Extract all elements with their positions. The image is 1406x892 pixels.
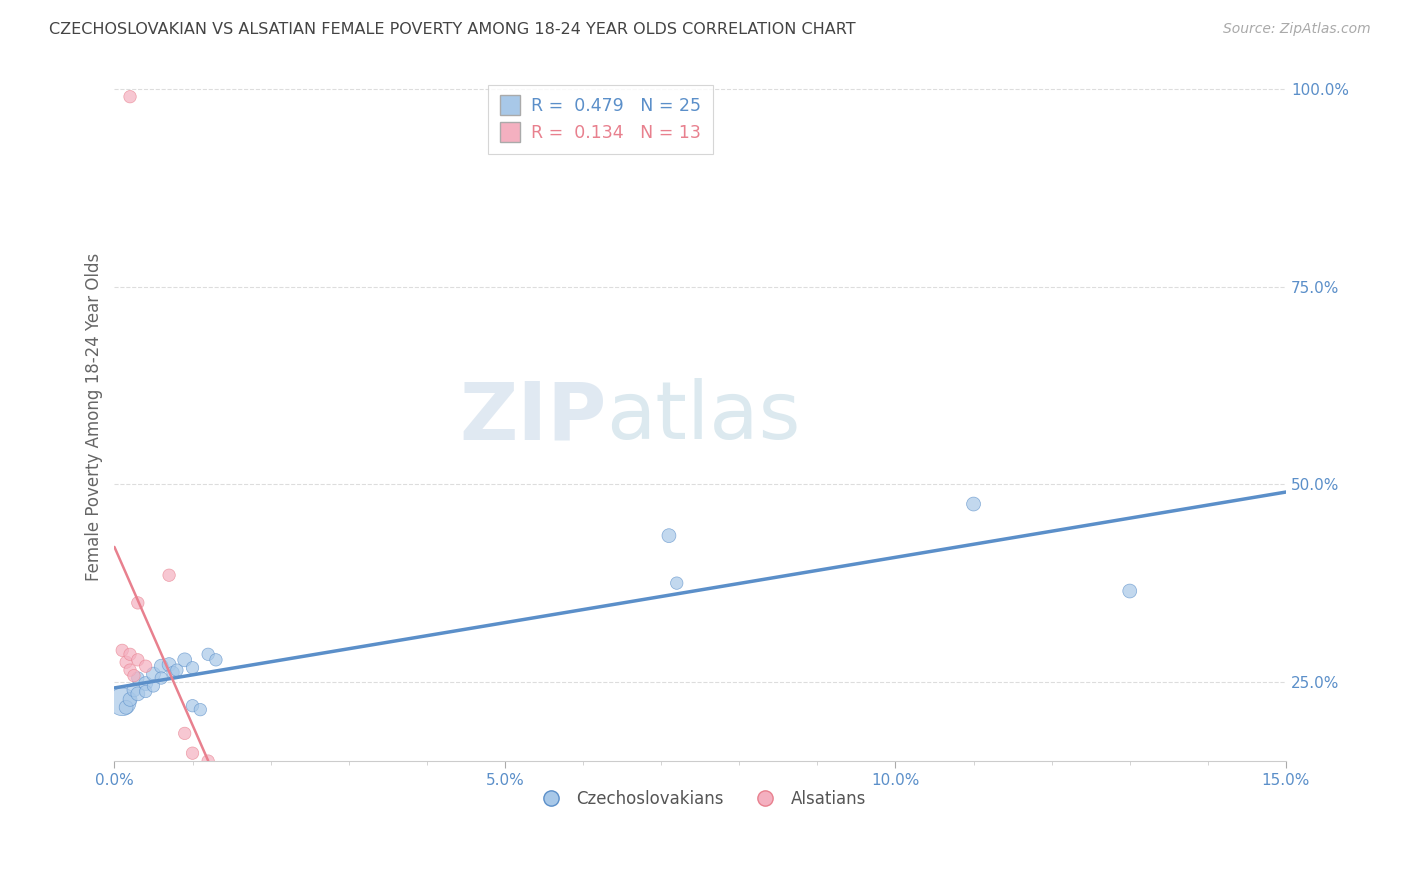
Point xyxy=(181,698,204,713)
Text: CZECHOSLOVAKIAN VS ALSATIAN FEMALE POVERTY AMONG 18-24 YEAR OLDS CORRELATION CHA: CZECHOSLOVAKIAN VS ALSATIAN FEMALE POVER… xyxy=(49,22,856,37)
Point xyxy=(111,695,134,709)
Point xyxy=(122,682,145,697)
Point xyxy=(127,596,149,610)
Point xyxy=(162,665,184,680)
Point xyxy=(962,497,984,511)
Point xyxy=(135,684,157,698)
Point xyxy=(157,568,180,582)
Point xyxy=(127,671,149,685)
Point xyxy=(665,576,688,591)
Point xyxy=(127,687,149,701)
Point xyxy=(173,653,195,667)
Point xyxy=(181,746,204,760)
Point xyxy=(181,661,204,675)
Point xyxy=(142,679,165,693)
Point xyxy=(658,529,681,543)
Point xyxy=(118,692,141,706)
Text: atlas: atlas xyxy=(606,378,801,456)
Point xyxy=(188,703,211,717)
Point xyxy=(127,653,149,667)
Point xyxy=(115,655,138,669)
Point xyxy=(166,663,188,677)
Point xyxy=(135,659,157,673)
Point xyxy=(135,676,157,690)
Point xyxy=(173,726,195,740)
Point xyxy=(118,648,141,662)
Point xyxy=(118,663,141,677)
Point xyxy=(111,643,134,657)
Point xyxy=(115,700,138,714)
Text: ZIP: ZIP xyxy=(460,378,606,456)
Point xyxy=(150,659,173,673)
Point xyxy=(205,653,228,667)
Point xyxy=(197,754,219,768)
Point xyxy=(1119,584,1142,599)
Point xyxy=(157,657,180,672)
Point xyxy=(118,89,141,103)
Point xyxy=(150,671,173,685)
Legend: Czechoslovakians, Alsatians: Czechoslovakians, Alsatians xyxy=(527,783,873,814)
Point xyxy=(197,648,219,662)
Text: Source: ZipAtlas.com: Source: ZipAtlas.com xyxy=(1223,22,1371,37)
Point xyxy=(142,667,165,681)
Y-axis label: Female Poverty Among 18-24 Year Olds: Female Poverty Among 18-24 Year Olds xyxy=(86,253,103,582)
Point xyxy=(122,668,145,682)
